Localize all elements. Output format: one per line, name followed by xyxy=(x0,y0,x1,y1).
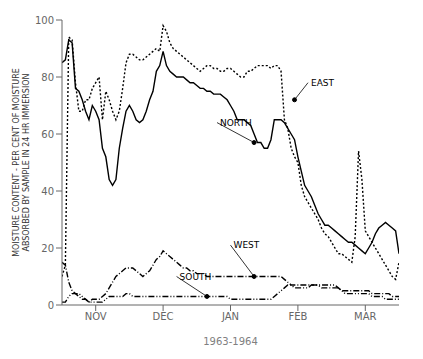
svg-text:1963-1964: 1963-1964 xyxy=(203,336,258,347)
svg-text:NORTH: NORTH xyxy=(220,118,252,128)
svg-text:NOV: NOV xyxy=(85,311,107,322)
svg-text:DEC: DEC xyxy=(153,311,174,322)
svg-text:JAN: JAN xyxy=(221,311,239,322)
svg-text:SOUTH: SOUTH xyxy=(180,272,212,282)
svg-text:MOISTURE CONTENT - PER CENT OF: MOISTURE CONTENT - PER CENT OF MOISTURE xyxy=(12,68,21,257)
svg-text:60: 60 xyxy=(41,129,54,140)
svg-text:40: 40 xyxy=(41,186,54,197)
svg-text:MAR: MAR xyxy=(354,311,376,322)
svg-text:20: 20 xyxy=(41,243,54,254)
svg-text:ABSORBED BY SAMPLE IN 24 HR IM: ABSORBED BY SAMPLE IN 24 HR IMMERSION xyxy=(22,73,31,251)
svg-text:100: 100 xyxy=(35,15,54,26)
svg-text:EAST: EAST xyxy=(311,78,335,88)
svg-text:FEB: FEB xyxy=(288,311,307,322)
svg-text:80: 80 xyxy=(41,72,54,83)
svg-text:WEST: WEST xyxy=(234,240,260,250)
svg-text:0: 0 xyxy=(48,300,54,311)
